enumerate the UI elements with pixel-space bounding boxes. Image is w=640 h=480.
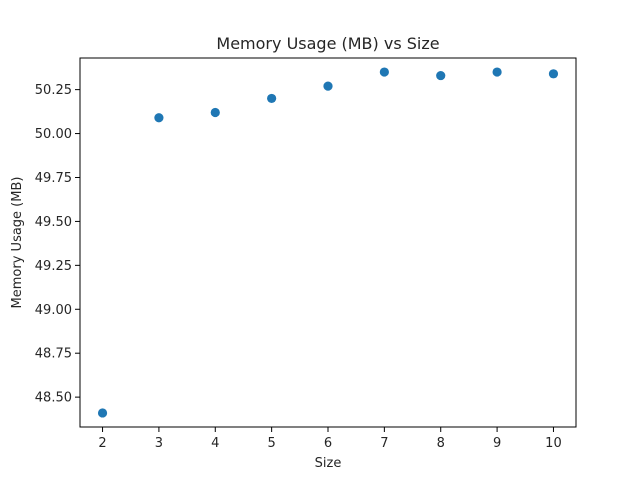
data-point [210, 107, 220, 118]
x-tick-label: 9 [493, 436, 501, 451]
x-tick-label: 2 [98, 436, 106, 451]
y-axis-label: Memory Usage (MB) [10, 177, 25, 309]
data-point [267, 93, 277, 104]
chart-title: Memory Usage (MB) vs Size [216, 34, 439, 53]
y-tick-label: 50.00 [35, 127, 72, 142]
x-axis-label: Size [315, 456, 342, 471]
y-tick-label: 50.25 [35, 83, 72, 98]
y-tick-label: 49.00 [35, 303, 72, 318]
data-point [436, 70, 446, 81]
x-tick-label: 5 [267, 436, 275, 451]
x-tick-label: 3 [155, 436, 163, 451]
y-tick-label: 49.50 [35, 215, 72, 230]
data-point [323, 81, 333, 91]
data-point [97, 408, 108, 418]
plot-frame [79, 57, 577, 428]
data-points [97, 67, 559, 418]
x-tick-label: 4 [211, 436, 219, 451]
x-tick-label: 10 [545, 436, 562, 451]
y-tick-label: 48.75 [35, 347, 72, 362]
data-point [154, 113, 164, 123]
y-tick-label: 48.50 [35, 391, 72, 406]
x-tick-label: 8 [437, 436, 445, 451]
y-tick-label: 49.25 [35, 259, 72, 274]
data-point [492, 67, 502, 77]
x-axis-ticks: 2 3 4 5 6 7 8 9 10 [98, 427, 562, 451]
plot-area [79, 57, 577, 428]
x-tick-label: 6 [324, 436, 332, 451]
data-point [548, 69, 559, 79]
data-point [379, 67, 389, 77]
y-tick-label: 49.75 [35, 171, 72, 186]
y-axis-ticks: 48.50 48.75 49.00 49.25 49.50 49.75 50.00 50.25 [35, 83, 80, 406]
x-tick-label: 7 [380, 436, 388, 451]
